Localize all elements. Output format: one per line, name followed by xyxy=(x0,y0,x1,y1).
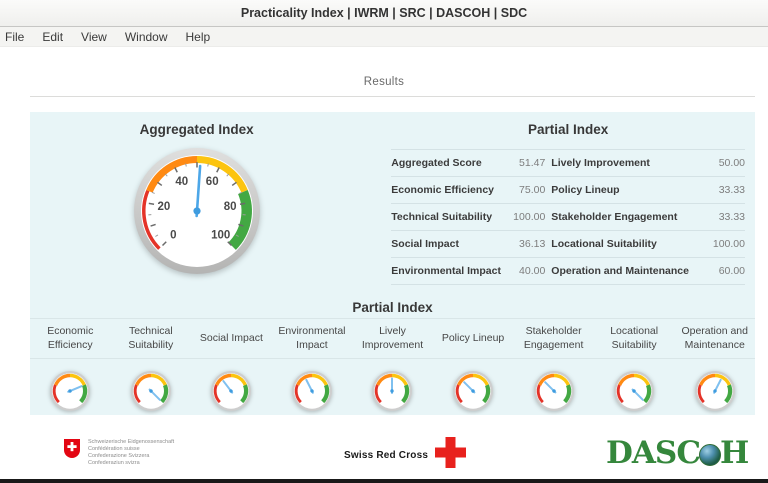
footer: Schweizerische Eidgenossenschaft Confédér… xyxy=(0,415,768,479)
swiss-text-line: Schweizerische Eidgenossenschaft xyxy=(88,439,175,445)
table-row-label: Social Impact xyxy=(391,238,459,250)
aggregated-index-title: Aggregated Index xyxy=(139,122,254,137)
window-title: Practicality Index | IWRM | SRC | DASCOH… xyxy=(240,6,528,20)
table-row-label: Economic Efficiency xyxy=(391,184,494,196)
dascoh-text-das: DAS xyxy=(606,435,677,471)
window-bottom-edge xyxy=(0,479,768,483)
swiss-text-line: Confédération suisse xyxy=(88,446,140,452)
gauge-label: Stakeholder Engagement xyxy=(523,324,584,351)
divider xyxy=(30,358,755,359)
partial-gauge xyxy=(30,368,111,414)
dascoh-text-c: C xyxy=(676,435,701,471)
partial-index-table: Aggregated Score 51.47 Lively Improvement 5… xyxy=(391,149,745,285)
menu-edit[interactable]: Edit xyxy=(42,29,64,44)
tab-results[interactable]: Results xyxy=(363,76,405,88)
title-bar: Practicality Index | IWRM | SRC | DASCOH… xyxy=(0,0,768,27)
svg-text:20: 20 xyxy=(157,201,170,213)
table-row: Aggregated Score 51.47 Lively Improvement 5… xyxy=(391,149,745,176)
menu-help[interactable]: Help xyxy=(185,29,211,44)
swiss-text-line: Confederazione Svizzera xyxy=(88,453,150,459)
results-panel: Aggregated Index 0 20 40 60 80 100 Partial In… xyxy=(30,112,755,415)
svg-text:40: 40 xyxy=(175,176,188,188)
table-row-value: 40.00 xyxy=(519,265,546,277)
gauge-label: Social Impact xyxy=(199,331,263,344)
table-row-value: 100.00 xyxy=(513,211,546,223)
gauge-label: Policy Lineup xyxy=(441,331,505,344)
gauge-label: Lively Improvement xyxy=(361,324,424,351)
table-row-label: Locational Suitability xyxy=(551,238,657,250)
table-row-label: Technical Suitability xyxy=(391,211,493,223)
menu-bar: File Edit View Window Help xyxy=(0,27,768,47)
table-row: Economic Efficiency 75.00 Policy Lineup 33.… xyxy=(391,176,745,203)
table-row-value: 33.33 xyxy=(718,211,745,223)
partial-gauge xyxy=(191,368,272,414)
partial-gauge xyxy=(111,368,192,414)
gauge-label: Technical Suitability xyxy=(128,324,174,351)
swiss-confederation-text: Schweizerische Eidgenossenschaft Confédér… xyxy=(88,439,174,467)
swiss-text-line: Confederaziun svizra xyxy=(88,460,140,466)
aggregated-index-section: Aggregated Index 0 20 40 60 80 100 xyxy=(30,122,363,284)
gauge-label: Locational Suitability xyxy=(610,324,659,351)
table-row: Social Impact 36.13 Locational Suitability… xyxy=(391,230,745,257)
partial-gauge xyxy=(433,368,514,414)
gauge-label: Environmental Impact xyxy=(278,324,346,351)
svg-text:80: 80 xyxy=(223,201,236,213)
partial-gauge xyxy=(594,368,675,414)
swiss-red-cross-label: Swiss Red Cross xyxy=(344,449,429,461)
table-row-value: 50.00 xyxy=(718,157,745,169)
divider xyxy=(30,318,755,319)
partial-gauges-labels-row: Economic Efficiency Technical Suitability… xyxy=(30,319,755,358)
swiss-shield-icon xyxy=(64,439,80,467)
partial-index-table-title: Partial Index xyxy=(528,122,609,137)
table-row-label: Aggregated Score xyxy=(391,157,482,169)
partial-gauge xyxy=(513,368,594,414)
partial-gauge xyxy=(674,368,755,414)
partial-gauge xyxy=(272,368,353,414)
partial-gauge xyxy=(352,368,433,414)
table-row-value: 100.00 xyxy=(712,238,745,250)
table-row-value: 36.13 xyxy=(519,238,546,250)
table-row: Technical Suitability 100.00 Stakeholder E… xyxy=(391,203,745,230)
partial-gauges-title: Partial Index xyxy=(352,299,433,315)
partial-index-table-section: Partial Index Aggregated Score 51.47 Livel… xyxy=(363,122,755,285)
svg-text:100: 100 xyxy=(211,230,230,242)
globe-icon xyxy=(699,444,722,466)
red-cross-icon xyxy=(435,437,467,473)
swiss-red-cross-logo: Swiss Red Cross xyxy=(344,437,467,473)
menu-file[interactable]: File xyxy=(5,29,25,44)
table-row: Environmental Impact 40.00 Operation and M… xyxy=(391,257,745,285)
table-row-value: 33.33 xyxy=(718,184,745,196)
aggregated-index-gauge: 0 20 40 60 80 100 xyxy=(129,143,265,284)
svg-text:0: 0 xyxy=(170,230,176,242)
swiss-confederation-logo: Schweizerische Eidgenossenschaft Confédér… xyxy=(64,439,174,467)
table-row-value: 51.47 xyxy=(519,157,546,169)
gauge-label: Operation and Maintenance xyxy=(681,324,748,351)
table-row-value: 60.00 xyxy=(718,265,745,277)
dascoh-logo: DAS C H xyxy=(606,435,749,471)
tab-underline xyxy=(30,96,755,97)
dascoh-text-h: H xyxy=(720,435,749,471)
table-row-label: Operation and Maintenance xyxy=(551,265,689,277)
partial-gauges-row xyxy=(30,359,755,420)
gauge-label: Economic Efficiency xyxy=(47,324,94,351)
table-row-value: 75.00 xyxy=(519,184,546,196)
menu-view[interactable]: View xyxy=(81,29,107,44)
svg-text:60: 60 xyxy=(205,176,218,188)
table-row-label: Environmental Impact xyxy=(391,265,501,277)
table-row-label: Stakeholder Engagement xyxy=(551,211,678,223)
menu-window[interactable]: Window xyxy=(124,29,168,44)
table-row-label: Lively Improvement xyxy=(551,157,650,169)
table-row-label: Policy Lineup xyxy=(551,184,620,196)
